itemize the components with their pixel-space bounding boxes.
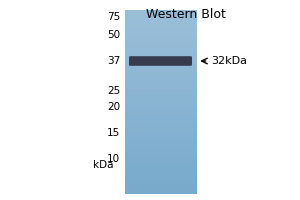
Text: 15: 15 xyxy=(107,128,120,138)
Text: kDa: kDa xyxy=(94,160,114,170)
Text: 10: 10 xyxy=(107,154,120,164)
Text: 25: 25 xyxy=(107,86,120,96)
Text: 37: 37 xyxy=(107,56,120,66)
Text: 50: 50 xyxy=(107,30,120,40)
Text: 32kDa: 32kDa xyxy=(212,56,248,66)
Text: Western Blot: Western Blot xyxy=(146,8,226,21)
Text: 75: 75 xyxy=(107,12,120,22)
FancyBboxPatch shape xyxy=(129,56,192,66)
Text: 20: 20 xyxy=(107,102,120,112)
